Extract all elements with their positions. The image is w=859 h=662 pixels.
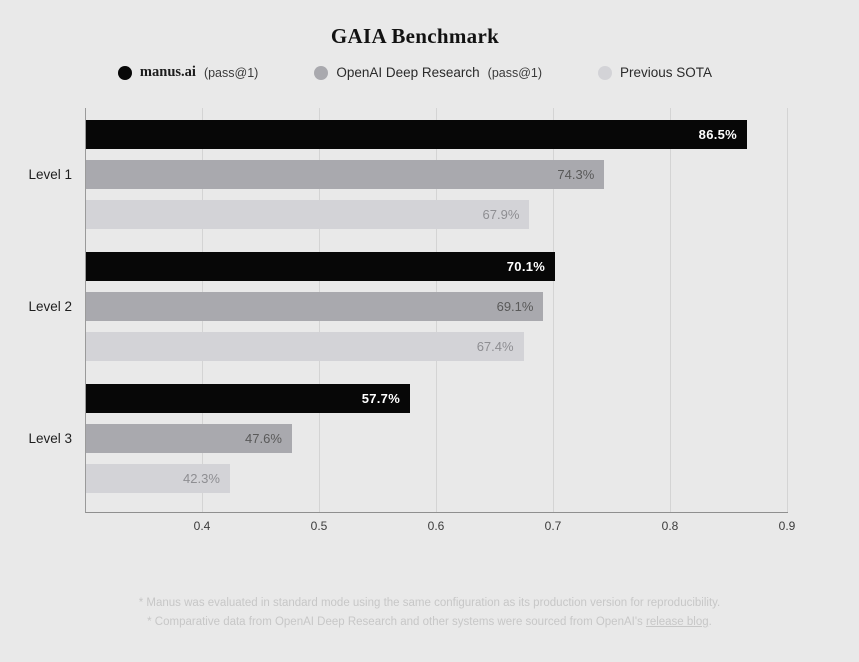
x-tick-0.9: 0.9 <box>778 519 796 533</box>
gridline-0.7 <box>553 108 554 512</box>
footnote-line-2-suffix: . <box>708 616 712 628</box>
bar-value-label: 67.9% <box>482 207 520 222</box>
bar-level1-series2: 67.9% <box>86 200 530 229</box>
legend-swatch-previous-sota-icon <box>598 65 613 80</box>
bar-level3-series1: 47.6% <box>86 424 292 453</box>
legend-suffix-openai: (pass@1) <box>487 65 543 80</box>
legend-suffix-manus: (pass@1) <box>203 65 259 80</box>
category-label-level-2: Level 2 <box>28 298 72 314</box>
footnote-line-2-prefix: * Comparative data from OpenAI Deep Rese… <box>147 616 646 628</box>
bar-value-label: 74.3% <box>557 167 595 182</box>
x-tick-0.7: 0.7 <box>544 519 562 533</box>
bar-value-label: 70.1% <box>506 259 546 274</box>
bar-value-label: 42.3% <box>183 471 220 486</box>
legend-item-manus: manus.ai (pass@1) <box>117 64 259 81</box>
x-tick-0.5: 0.5 <box>310 519 328 533</box>
x-tick-0.4: 0.4 <box>193 519 211 533</box>
x-tick-0.6: 0.6 <box>427 519 445 533</box>
chart-title: GAIA Benchmark <box>330 24 500 48</box>
footnote-line-2: * Comparative data from OpenAI Deep Rese… <box>0 613 859 631</box>
legend-swatch-openai-icon <box>314 65 329 80</box>
bar-level2-series0: 70.1% <box>86 252 556 281</box>
bar-level3-series2: 42.3% <box>86 464 230 493</box>
release-blog-link[interactable]: release blog <box>645 616 709 628</box>
bar-value-label: 47.6% <box>245 431 282 446</box>
bar-level2-series1: 69.1% <box>86 292 544 321</box>
category-label-level-3: Level 3 <box>28 430 72 446</box>
legend-item-previous-sota: Previous SOTA <box>598 65 712 80</box>
bar-value-label: 67.4% <box>476 339 514 354</box>
bar-level3-series0: 57.7% <box>86 384 411 413</box>
legend-label-openai: OpenAI Deep Research <box>336 65 480 80</box>
legend-swatch-manus-icon <box>117 65 132 80</box>
legend: manus.ai (pass@1) OpenAI Deep Research (… <box>0 64 830 81</box>
bar-level1-series0: 86.5% <box>86 120 748 149</box>
bar-value-label: 57.7% <box>361 391 401 406</box>
legend-item-openai-deep-research: OpenAI Deep Research (pass@1) <box>314 65 542 80</box>
legend-label-manus: manus.ai <box>139 64 196 80</box>
bar-value-label: 86.5% <box>698 127 738 142</box>
category-label-level-1: Level 1 <box>28 166 72 182</box>
gridline-0.9 <box>787 108 788 512</box>
plot-area: 86.5% 74.3% 67.9% 70.1% 69.1% 67.4% 57.7% 47.6%… <box>85 108 788 513</box>
bar-value-label: 69.1% <box>496 299 534 314</box>
bar-level2-series2: 67.4% <box>86 332 524 361</box>
footnotes: * Manus was evaluated in standard mode u… <box>0 594 859 632</box>
legend-label-previous-sota: Previous SOTA <box>620 65 713 80</box>
gridline-0.8 <box>670 108 671 512</box>
x-tick-0.8: 0.8 <box>661 519 679 533</box>
bar-level1-series1: 74.3% <box>86 160 605 189</box>
footnote-line-1: * Manus was evaluated in standard mode u… <box>138 597 721 609</box>
